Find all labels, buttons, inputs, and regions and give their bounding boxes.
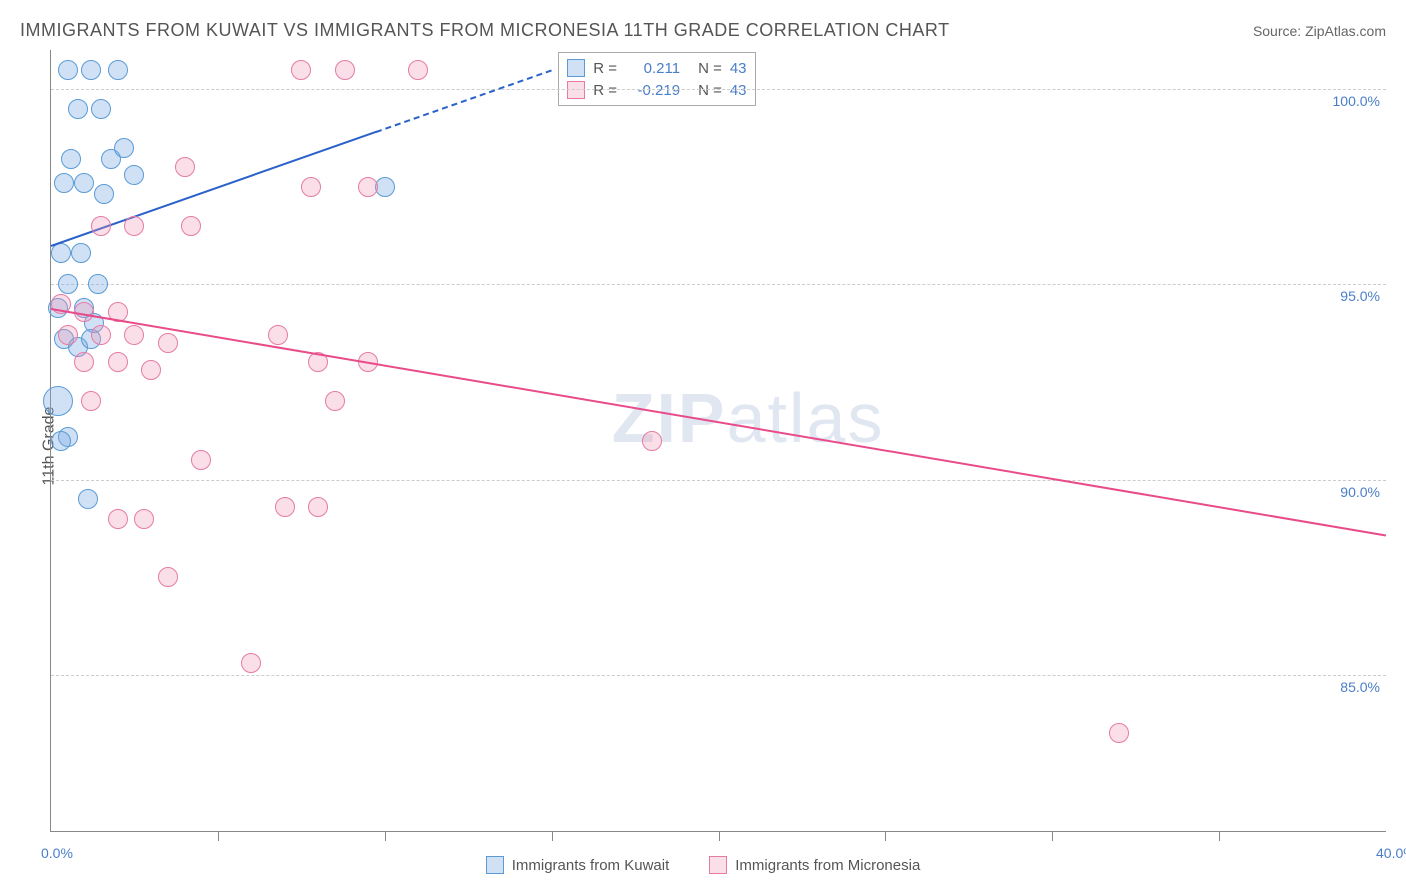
data-point: [291, 60, 311, 80]
n-value: 43: [730, 60, 747, 77]
legend-swatch: [567, 59, 585, 77]
data-point: [158, 567, 178, 587]
chart-header: IMMIGRANTS FROM KUWAIT VS IMMIGRANTS FRO…: [20, 20, 1386, 41]
data-point: [1109, 723, 1129, 743]
data-point: [51, 243, 71, 263]
data-point: [268, 325, 288, 345]
chart-source: Source: ZipAtlas.com: [1253, 23, 1386, 39]
legend-label: Immigrants from Kuwait: [512, 857, 670, 874]
data-point: [325, 391, 345, 411]
data-point: [43, 386, 73, 416]
data-point: [134, 509, 154, 529]
data-point: [61, 149, 81, 169]
data-point: [81, 391, 101, 411]
y-tick-label: 95.0%: [1340, 288, 1380, 304]
y-tick-label: 100.0%: [1333, 93, 1380, 109]
data-point: [124, 325, 144, 345]
data-point: [81, 60, 101, 80]
data-point: [108, 352, 128, 372]
data-point: [158, 333, 178, 353]
y-tick-label: 85.0%: [1340, 679, 1380, 695]
r-label: R =: [593, 60, 617, 77]
data-point: [68, 99, 88, 119]
trend-line: [51, 308, 1386, 536]
grid-line: [51, 480, 1386, 481]
stats-row: R = 0.211 N = 43: [567, 57, 746, 79]
data-point: [54, 173, 74, 193]
plot-area: ZIPatlas R =0.211N =43R =-0.219N =43 85.…: [50, 50, 1386, 832]
data-point: [58, 325, 78, 345]
x-tick: [552, 831, 553, 841]
legend-swatch: [486, 856, 504, 874]
data-point: [78, 489, 98, 509]
data-point: [71, 243, 91, 263]
x-tick: [1219, 831, 1220, 841]
data-point: [335, 60, 355, 80]
data-point: [358, 177, 378, 197]
stats-box: R =0.211N =43R =-0.219N =43: [558, 52, 755, 106]
data-point: [642, 431, 662, 451]
x-tick: [885, 831, 886, 841]
x-tick: [385, 831, 386, 841]
grid-line: [51, 675, 1386, 676]
data-point: [175, 157, 195, 177]
data-point: [191, 450, 211, 470]
data-point: [58, 274, 78, 294]
legend-label: Immigrants from Micronesia: [735, 857, 920, 874]
y-tick-label: 90.0%: [1340, 484, 1380, 500]
data-point: [88, 274, 108, 294]
bottom-legend: Immigrants from Kuwait Immigrants from Mi…: [0, 856, 1406, 874]
data-point: [124, 165, 144, 185]
data-point: [301, 177, 321, 197]
data-point: [114, 138, 134, 158]
data-point: [91, 325, 111, 345]
legend-swatch: [709, 856, 727, 874]
data-point: [94, 184, 114, 204]
x-tick: [1052, 831, 1053, 841]
data-point: [74, 173, 94, 193]
legend-item: Immigrants from Micronesia: [709, 856, 920, 874]
x-tick: [218, 831, 219, 841]
data-point: [308, 497, 328, 517]
data-point: [91, 216, 111, 236]
data-point: [181, 216, 201, 236]
data-point: [124, 216, 144, 236]
data-point: [141, 360, 161, 380]
data-point: [91, 99, 111, 119]
data-point: [58, 60, 78, 80]
data-point: [74, 352, 94, 372]
r-value: 0.211: [625, 60, 680, 77]
grid-line: [51, 89, 1386, 90]
data-point: [241, 653, 261, 673]
data-point: [275, 497, 295, 517]
grid-line: [51, 284, 1386, 285]
legend-item: Immigrants from Kuwait: [486, 856, 670, 874]
data-point: [408, 60, 428, 80]
chart-title: IMMIGRANTS FROM KUWAIT VS IMMIGRANTS FRO…: [20, 20, 950, 41]
data-point: [108, 509, 128, 529]
trend-line-dashed: [376, 70, 552, 133]
data-point: [108, 60, 128, 80]
n-label: N =: [698, 60, 722, 77]
data-point: [51, 431, 71, 451]
x-tick: [719, 831, 720, 841]
